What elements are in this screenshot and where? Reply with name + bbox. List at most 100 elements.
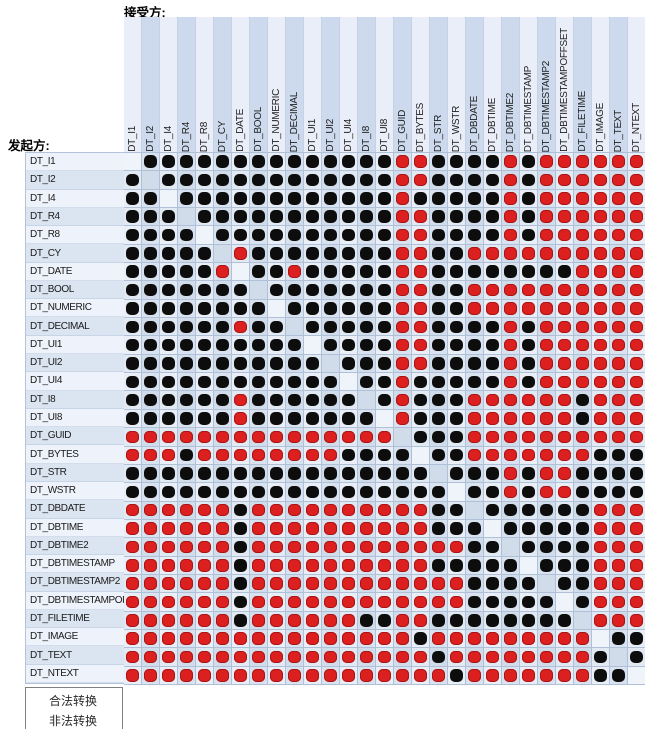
matrix-cell	[160, 226, 178, 245]
matrix-cell	[178, 226, 196, 245]
row-label-DT_I1: DT_I1	[26, 153, 124, 172]
illegal-conversion-dot	[594, 302, 607, 315]
illegal-conversion-dot	[414, 228, 427, 242]
legal-conversion-dot	[450, 503, 463, 517]
matrix-cell	[250, 226, 268, 245]
matrix-cell	[520, 336, 538, 355]
matrix-cell	[304, 153, 322, 172]
illegal-conversion-dot	[486, 302, 499, 315]
column-header-label: DT_DBTIMESTAMP	[523, 65, 534, 152]
matrix-cell	[484, 299, 502, 319]
illegal-conversion-dot	[144, 540, 157, 554]
illegal-conversion-dot	[360, 540, 373, 554]
illegal-conversion-dot	[396, 375, 409, 389]
matrix-cell	[412, 574, 430, 594]
illegal-conversion-dot	[396, 595, 409, 609]
legal-conversion-dot	[540, 595, 553, 609]
matrix-cell	[502, 611, 520, 630]
matrix-cell	[592, 391, 610, 410]
legal-conversion-dot	[540, 503, 553, 517]
legal-conversion-dot	[306, 283, 319, 297]
illegal-conversion-dot	[630, 503, 643, 517]
legal-conversion-dot	[540, 540, 553, 554]
matrix-cell	[520, 666, 538, 685]
legal-conversion-dot	[576, 485, 589, 499]
matrix-cell	[268, 336, 286, 355]
legal-conversion-dot	[144, 393, 157, 407]
legal-conversion-dot	[144, 265, 157, 278]
illegal-conversion-dot	[288, 540, 301, 554]
matrix-cell	[610, 501, 628, 520]
matrix-cell	[358, 373, 376, 392]
matrix-cell	[268, 153, 286, 172]
illegal-conversion-dot	[612, 210, 625, 223]
illegal-conversion-dot	[198, 503, 211, 517]
row-label-DT_R8: DT_R8	[26, 226, 124, 245]
matrix-cell	[124, 171, 142, 190]
legal-conversion-dot	[324, 375, 337, 389]
matrix-cell	[394, 501, 412, 520]
illegal-conversion-dot	[252, 577, 265, 590]
legal-conversion-dot	[126, 173, 139, 187]
matrix-cell	[502, 299, 520, 319]
matrix-cell	[592, 189, 610, 209]
matrix-cell	[268, 208, 286, 227]
illegal-conversion-dot	[576, 247, 589, 260]
column-header-label: DT_DBTIMESTAMP2	[541, 60, 552, 152]
matrix-cell	[448, 226, 466, 245]
illegal-conversion-dot	[414, 210, 427, 223]
legal-conversion-dot	[522, 540, 535, 554]
matrix-cell	[610, 391, 628, 410]
legal-conversion-dot	[414, 393, 427, 407]
matrix-cell	[520, 501, 538, 520]
illegal-conversion-dot	[414, 540, 427, 554]
matrix-cell	[394, 391, 412, 410]
matrix-cell	[538, 574, 556, 594]
row-label-DT_IMAGE: DT_IMAGE	[26, 628, 124, 647]
legal-conversion-dot	[162, 320, 175, 334]
illegal-conversion-dot	[306, 595, 319, 609]
legal-conversion-dot	[396, 485, 409, 499]
matrix-cell	[430, 428, 448, 447]
matrix-cell	[250, 373, 268, 392]
matrix-cell	[304, 538, 322, 557]
legal-conversion-dot	[450, 393, 463, 407]
legal-conversion-dot	[162, 467, 175, 480]
matrix-cell	[160, 299, 178, 319]
illegal-conversion-dot	[594, 265, 607, 278]
legal-conversion-dot	[342, 467, 355, 480]
matrix-cell	[484, 226, 502, 245]
matrix-cell	[466, 226, 484, 245]
legal-conversion-dot	[198, 192, 211, 205]
matrix-cell	[538, 281, 556, 300]
illegal-conversion-dot	[468, 632, 481, 645]
matrix-cell	[214, 428, 232, 447]
matrix-cell	[430, 336, 448, 355]
legal-conversion-dot	[594, 485, 607, 499]
matrix-cell	[556, 263, 574, 282]
matrix-cell	[322, 538, 340, 557]
row-label-DT_DATE: DT_DATE	[26, 262, 124, 281]
matrix-cell	[448, 208, 466, 227]
matrix-cell	[232, 574, 250, 594]
legal-conversion-dot	[612, 448, 625, 462]
illegal-conversion-dot	[558, 302, 571, 315]
matrix-cell	[628, 391, 645, 410]
matrix-cell	[160, 629, 178, 649]
matrix-cell	[574, 354, 592, 374]
matrix-cell	[376, 208, 394, 227]
illegal-conversion-dot	[288, 503, 301, 517]
illegal-conversion-dot	[198, 540, 211, 554]
legal-conversion-dot	[126, 265, 139, 278]
legal-conversion-dot	[270, 393, 283, 407]
legal-conversion-dot	[288, 467, 301, 480]
matrix-cell	[412, 299, 430, 319]
legal-conversion-dot	[486, 210, 499, 223]
matrix-cell	[574, 244, 592, 264]
illegal-conversion-dot	[324, 448, 337, 462]
matrix-cell	[466, 336, 484, 355]
matrix-cell	[304, 648, 322, 667]
illegal-conversion-dot	[612, 393, 625, 407]
matrix-cell	[592, 318, 610, 337]
matrix-cell	[538, 593, 556, 612]
